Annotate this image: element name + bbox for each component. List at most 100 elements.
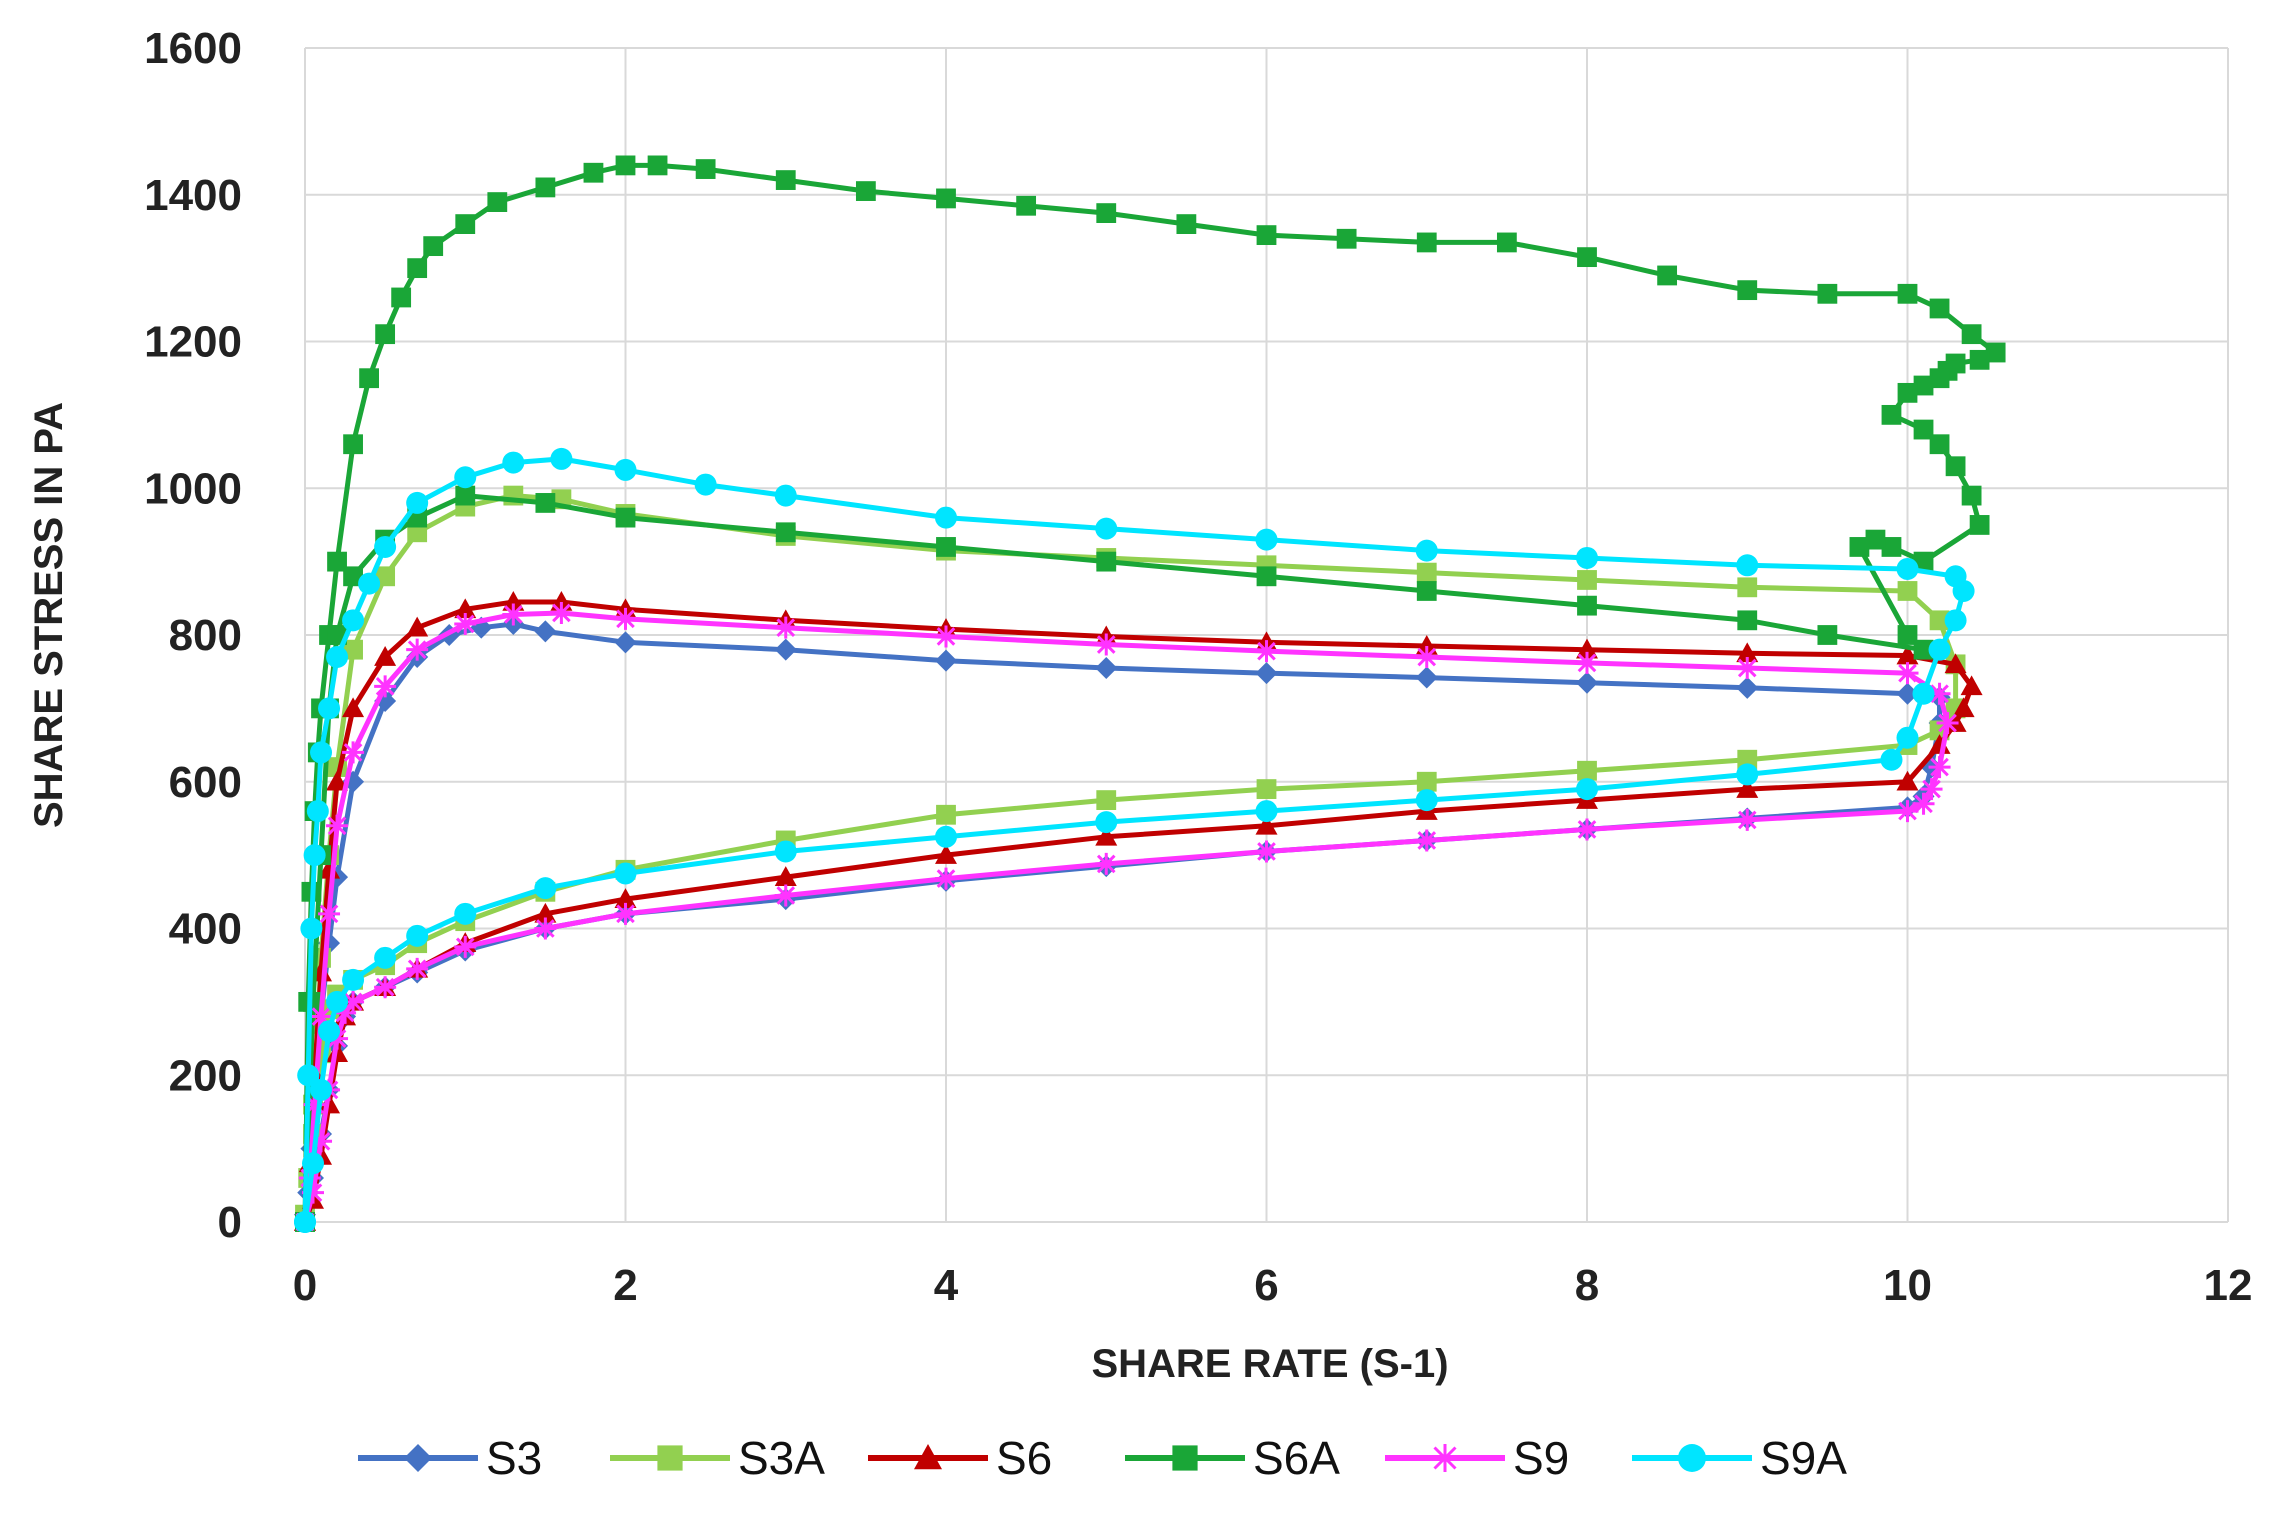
data-point-S9 [342, 990, 365, 1013]
data-point-S6 [935, 844, 957, 864]
data-point-S6 [1255, 814, 1278, 835]
data-point-S9 [310, 1005, 333, 1028]
data-point-S9 [454, 612, 477, 635]
data-point-S9A [935, 825, 957, 848]
data-point-S6A [1969, 515, 1990, 535]
data-point-S6 [1896, 770, 1919, 791]
data-point-S9A [358, 572, 381, 595]
data-point-S6A [487, 192, 508, 212]
y-tick-label: 1600 [144, 24, 242, 73]
legend-label: S9A [1760, 1432, 1847, 1484]
y-tick-label: 600 [169, 758, 242, 807]
data-point-S6A [359, 368, 379, 389]
series-line-S6A [302, 162, 1999, 1223]
data-point-S9 [1576, 818, 1598, 841]
data-point-S9A [318, 1020, 341, 1043]
data-point-S6A [1416, 232, 1437, 253]
data-point-S6A [1961, 485, 1982, 506]
data-point-S6A [583, 162, 604, 183]
data-point-S3A [1096, 790, 1117, 810]
legend-item-S3: S3 [358, 1432, 542, 1484]
data-point-S9A [302, 1152, 325, 1175]
data-point-S9A [774, 484, 797, 507]
data-point-S9A [1415, 789, 1438, 812]
y-tick-label: 200 [169, 1051, 242, 1100]
data-point-S3 [1896, 682, 1919, 705]
data-point-S9 [614, 607, 637, 630]
data-point-S9A [1952, 579, 1975, 602]
data-point-S6 [534, 902, 557, 923]
data-point-S9 [303, 1093, 326, 1116]
data-point-S3 [935, 649, 957, 672]
data-point-S6A [455, 485, 476, 506]
data-point-S9A [374, 946, 397, 969]
data-point-S6 [454, 598, 477, 619]
data-point-S6A [1897, 283, 1918, 304]
data-point-S6A [1737, 280, 1758, 301]
data-point-S6A [1496, 232, 1517, 253]
series-line-S3A [302, 493, 1959, 1223]
legend-swatch-marker [1172, 1445, 1198, 1471]
data-point-S9A [1736, 554, 1759, 577]
data-point-S9 [1736, 657, 1759, 680]
data-point-S9 [550, 601, 573, 624]
data-point-S9 [1936, 712, 1959, 735]
data-point-S3A [1577, 570, 1597, 590]
data-point-S9 [774, 884, 797, 907]
legend-item-S9A: S9A [1632, 1432, 1847, 1484]
data-point-S3 [614, 631, 637, 654]
data-point-S3A [343, 639, 363, 660]
data-point-S9 [774, 616, 797, 639]
data-point-S6A [855, 181, 876, 201]
x-tick-label: 0 [293, 1261, 317, 1310]
data-point-S9 [1576, 651, 1598, 674]
data-point-S9 [1896, 662, 1919, 685]
data-point-S6A [936, 537, 956, 557]
data-point-S6 [1960, 675, 1983, 696]
data-point-S6 [1095, 825, 1118, 846]
data-point-S9A [406, 491, 429, 514]
data-point-S9 [935, 625, 957, 648]
series-line-S9A [302, 456, 1967, 1223]
data-point-S9 [502, 603, 525, 626]
data-point-S6A [1849, 537, 1870, 557]
data-point-S6A [455, 214, 476, 234]
data-point-S6A [1881, 404, 1902, 425]
data-point-S9A [935, 506, 957, 529]
data-point-S6A [1256, 225, 1277, 246]
data-point-S3 [1415, 666, 1438, 689]
data-point-S9A [310, 741, 333, 764]
data-point-S6 [1944, 653, 1967, 674]
legend-item-S6: S6 [868, 1432, 1052, 1484]
data-point-S9 [534, 917, 557, 940]
data-point-S9 [406, 957, 429, 980]
data-point-S9A [326, 990, 349, 1013]
data-point-S9A [406, 924, 429, 947]
data-point-S9 [1928, 682, 1951, 705]
data-point-S9 [302, 1181, 325, 1204]
data-point-S9A [550, 447, 573, 470]
legend-label: S6 [996, 1432, 1052, 1484]
x-axis-ticks: 0 2 4 6 8 10 12 [293, 1261, 2253, 1310]
data-point-S6A [343, 566, 363, 587]
series-S9A [294, 447, 1975, 1233]
data-point-S9A [534, 877, 557, 900]
data-point-S6A [1577, 247, 1597, 268]
data-point-S6 [502, 590, 525, 611]
data-point-S3 [1576, 671, 1598, 694]
data-point-S6 [1736, 642, 1759, 663]
x-tick-label: 2 [613, 1261, 637, 1310]
data-point-S6A [1929, 298, 1950, 319]
data-point-S9A [1576, 778, 1598, 801]
data-point-S6A [391, 287, 412, 308]
x-tick-label: 12 [2204, 1261, 2253, 1310]
data-point-S9A [1880, 748, 1903, 771]
data-point-S6A [535, 493, 556, 513]
data-point-S9 [1255, 640, 1278, 663]
data-point-S6A [1913, 375, 1934, 396]
data-point-S3A [936, 804, 956, 825]
data-point-S3 [1736, 676, 1759, 699]
data-point-S6 [614, 888, 637, 908]
data-point-S9 [406, 638, 429, 661]
